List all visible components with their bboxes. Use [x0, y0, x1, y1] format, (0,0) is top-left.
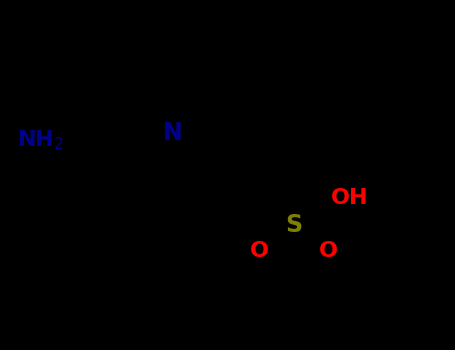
Text: OH: OH	[331, 188, 369, 208]
Text: O: O	[250, 241, 269, 261]
Text: O: O	[319, 241, 338, 261]
Text: S: S	[286, 213, 303, 237]
Text: N: N	[163, 121, 183, 145]
Text: NH$_2$: NH$_2$	[17, 128, 64, 152]
